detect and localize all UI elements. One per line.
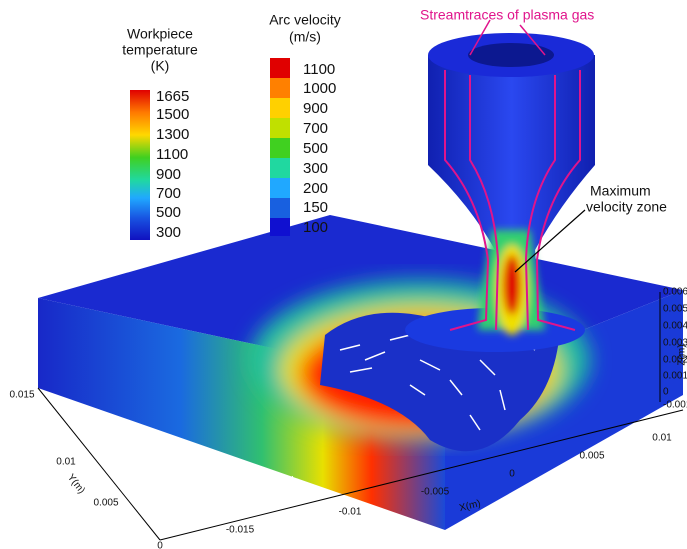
legend-label: 900 <box>156 166 181 183</box>
temperature-colorbar <box>130 90 150 240</box>
legend-title: Arc velocity <box>269 12 341 28</box>
legend-label: 300 <box>156 224 181 241</box>
legend-label: 700 <box>156 185 181 202</box>
page: Workpiecetemperature(K)16651500130011009… <box>0 0 687 549</box>
y-tick-label: 0.01 <box>56 457 76 468</box>
x-tick-label: -0.015 <box>226 525 255 536</box>
x-tick-label: 0 <box>509 469 515 480</box>
legend-label: 1500 <box>156 106 189 123</box>
legend-label: 300 <box>303 160 328 177</box>
x-tick-label: -0.005 <box>421 487 450 498</box>
figure: Workpiecetemperature(K)16651500130011009… <box>0 0 687 549</box>
legend-label: 1000 <box>303 80 336 97</box>
torch-bore <box>468 43 554 67</box>
x-tick-label: 0.01 <box>652 433 672 444</box>
legend-title: temperature <box>122 42 198 58</box>
legend-label: 900 <box>303 100 328 117</box>
axis-label: Z(m) <box>677 344 687 365</box>
z-tick-label: 0.006 <box>663 287 687 298</box>
annotation: Streamtraces of plasma gas <box>420 7 594 23</box>
legend-label: 1100 <box>156 146 188 163</box>
annotation: velocity 0.4 m/s <box>210 473 300 488</box>
y-tick-label: 0.015 <box>9 390 34 401</box>
annotation: Pool <box>210 457 236 472</box>
x-tick-label: -0.01 <box>339 507 362 518</box>
legend-label: 700 <box>303 120 328 137</box>
legend-title: (K) <box>151 58 170 74</box>
axis-label: Y(m) <box>65 472 87 496</box>
z-tick-label: 0.001 <box>663 371 687 382</box>
annotation: Maximum <box>590 183 651 199</box>
legend-label: 1665 <box>156 88 189 105</box>
legend-label: 1300 <box>156 126 189 143</box>
z-tick-label: 0 <box>663 387 669 398</box>
y-tick-label: 0.005 <box>93 498 118 509</box>
velocity-colorbar <box>270 58 290 236</box>
legend-label: 200 <box>303 180 328 197</box>
z-tick-label: 0.005 <box>663 304 687 315</box>
legend-label: 100 <box>303 219 328 236</box>
legend-title: Workpiece <box>127 26 193 42</box>
legend-label: 150 <box>303 199 328 216</box>
annotation: velocity zone <box>586 199 667 215</box>
z-tick-label: -0.001 <box>663 400 687 411</box>
legend-label: 1100 <box>303 61 335 78</box>
legend-title: (m/s) <box>289 29 321 45</box>
legend-label: 500 <box>303 140 328 157</box>
x-tick-label: 0.005 <box>579 451 604 462</box>
y-tick-label: 0 <box>157 541 163 549</box>
legend-label: 500 <box>156 204 181 221</box>
z-tick-label: 0.004 <box>663 321 687 332</box>
